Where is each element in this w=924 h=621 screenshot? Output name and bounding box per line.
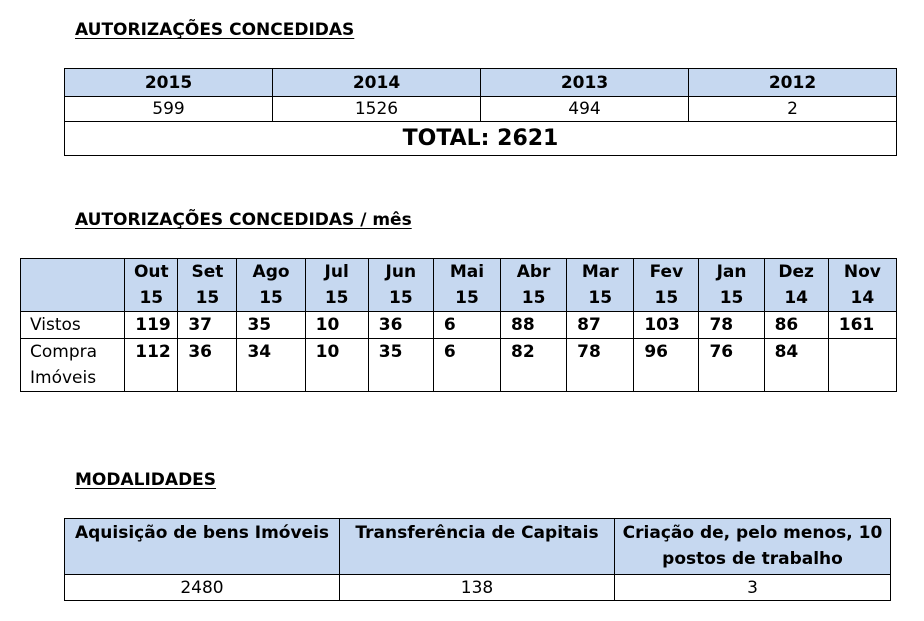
month-header: Ago 15 (236, 258, 306, 312)
year-value: 2 (688, 96, 897, 122)
table-header-row: Out 15 Set 15 Ago 15 Jul 15 Jun 15 Mai 15 Abr 15 Mar 15… (19, 258, 898, 312)
month-header: Jul 15 (304, 258, 369, 312)
month-value: 35 (367, 338, 434, 392)
month-name: Dez (778, 262, 814, 282)
year-value: 1526 (272, 96, 481, 122)
month-header: Mai 15 (432, 258, 502, 312)
month-year: 15 (195, 288, 220, 308)
month-value: 88 (500, 311, 568, 339)
month-header: Dez 14 (763, 258, 829, 312)
month-year: 15 (139, 288, 164, 308)
month-value: 78 (566, 338, 635, 392)
modalidade-value: 2480 (64, 574, 340, 601)
month-value: 34 (236, 338, 306, 392)
empty-header-cell (19, 258, 126, 312)
total-cell: TOTAL: 2621 (64, 121, 897, 156)
month-value: 37 (177, 311, 238, 339)
table-modalidades: Aquisição de bens Imóveis Transferência d… (64, 518, 891, 601)
month-name: Jun (385, 262, 417, 282)
month-year: 15 (259, 288, 283, 308)
month-value: 10 (304, 338, 369, 392)
row-label: Compra Imóveis (19, 338, 126, 392)
month-header: Mar 15 (566, 258, 635, 312)
year-value: 599 (64, 96, 273, 122)
month-value: 103 (633, 311, 700, 339)
table-row-total: TOTAL: 2621 (64, 121, 897, 156)
month-value: 35 (236, 311, 306, 339)
month-value: 78 (698, 311, 765, 339)
month-value: 96 (633, 338, 700, 392)
month-name: Fev (649, 262, 684, 282)
row-label-line: Compra (30, 342, 98, 362)
heading-autorizacoes-mes: AUTORIZAÇÕES CONCEDIDAS / mês (75, 210, 412, 230)
month-year: 15 (719, 288, 744, 308)
table-row: Compra Imóveis 112 36 34 10 35 6 82 78 96 76 84 (19, 338, 898, 392)
month-year: 15 (588, 288, 613, 308)
month-value: 112 (124, 338, 179, 392)
month-name: Set (191, 262, 224, 282)
month-header: Jan 15 (698, 258, 765, 312)
month-value: 10 (304, 311, 369, 339)
table-autorizacoes-por-mes: Out 15 Set 15 Ago 15 Jul 15 Jun 15 Mai 15 Abr 15 Mar 15… (19, 258, 898, 392)
table-header-row: Aquisição de bens Imóveis Transferência d… (64, 518, 891, 575)
month-value (827, 338, 898, 392)
year-header: 2013 (480, 68, 689, 97)
month-value: 82 (500, 338, 568, 392)
month-value: 161 (827, 311, 898, 339)
month-header: Abr 15 (500, 258, 568, 312)
month-year: 15 (521, 288, 546, 308)
month-year: 15 (654, 288, 679, 308)
month-name: Ago (252, 262, 290, 282)
month-name: Nov (843, 262, 881, 282)
modalidade-header: Aquisição de bens Imóveis (64, 518, 340, 575)
month-year: 14 (784, 288, 808, 308)
year-header: 2014 (272, 68, 481, 97)
row-label-line: Vistos (30, 315, 81, 335)
year-header: 2015 (64, 68, 273, 97)
month-year: 15 (388, 288, 413, 308)
month-name: Out (133, 262, 169, 282)
month-name: Mar (581, 262, 619, 282)
modalidade-value: 3 (614, 574, 891, 601)
month-value: 36 (367, 311, 434, 339)
month-year: 15 (455, 288, 479, 308)
month-header: Set 15 (177, 258, 238, 312)
year-header: 2012 (688, 68, 897, 97)
modalidade-header-line: Transferência de Capitais (355, 523, 599, 543)
month-value: 119 (124, 311, 179, 339)
modalidade-header: Transferência de Capitais (339, 518, 615, 575)
row-label-line: Imóveis (30, 368, 97, 388)
month-value: 87 (566, 311, 635, 339)
month-name: Abr (516, 262, 551, 282)
modalidade-header-line: Aquisição de bens Imóveis (74, 523, 330, 543)
month-value: 76 (698, 338, 765, 392)
table-row: 599 1526 494 2 (64, 96, 897, 122)
heading-modalidades: MODALIDADES (75, 470, 217, 490)
modalidade-value: 138 (339, 574, 615, 601)
month-value: 6 (432, 338, 502, 392)
modalidade-header-line: postos de trabalho (662, 549, 843, 569)
month-header: Out 15 (124, 258, 179, 312)
month-year: 15 (324, 288, 349, 308)
modalidade-header: Criação de, pelo menos, 10 postos de trab… (614, 518, 891, 575)
table-autorizacoes-por-ano: 2015 2014 2013 2012 599 1526 494 2 TOTAL: 2621 (64, 68, 897, 156)
row-label: Vistos (19, 311, 126, 339)
table-row: Vistos 119 37 35 10 36 6 88 87 103 78 86 161 (19, 311, 898, 339)
month-value: 36 (177, 338, 238, 392)
month-name: Jan (716, 262, 747, 282)
month-name: Mai (449, 262, 485, 282)
month-header: Jun 15 (367, 258, 434, 312)
month-value: 84 (763, 338, 829, 392)
month-value: 86 (763, 311, 829, 339)
month-name: Jul (324, 262, 349, 282)
year-value: 494 (480, 96, 689, 122)
table-header-row: 2015 2014 2013 2012 (64, 68, 897, 97)
table-row: 2480 138 3 (64, 574, 891, 601)
month-header: Fev 15 (633, 258, 700, 312)
month-header: Nov 14 (827, 258, 898, 312)
month-value: 6 (432, 311, 502, 339)
month-year: 14 (850, 288, 875, 308)
modalidade-header-line: Criação de, pelo menos, 10 (622, 523, 883, 543)
heading-autorizacoes: AUTORIZAÇÕES CONCEDIDAS (75, 20, 355, 40)
